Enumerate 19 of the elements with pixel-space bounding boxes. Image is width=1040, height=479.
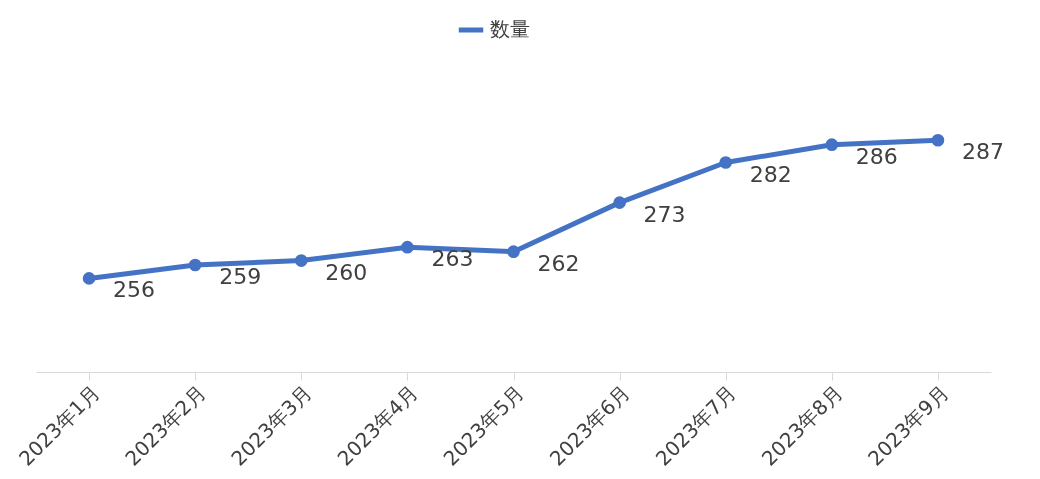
data-label: 263 xyxy=(431,246,474,272)
data-label: 260 xyxy=(325,259,368,285)
point xyxy=(401,240,414,254)
data-label: 286 xyxy=(855,143,898,169)
point xyxy=(82,272,96,285)
point xyxy=(825,138,839,151)
point xyxy=(719,156,733,169)
point xyxy=(188,258,202,272)
point xyxy=(931,133,945,147)
legend-label: 数量 xyxy=(490,17,530,41)
data-label: 262 xyxy=(537,250,580,276)
point xyxy=(613,196,626,209)
point xyxy=(507,245,520,258)
data-label: 273 xyxy=(643,201,686,227)
data-label: 259 xyxy=(219,264,262,290)
point xyxy=(294,254,308,267)
data-label: 256 xyxy=(113,277,156,303)
data-label: 282 xyxy=(749,161,792,187)
data-label: 287 xyxy=(961,139,1004,165)
